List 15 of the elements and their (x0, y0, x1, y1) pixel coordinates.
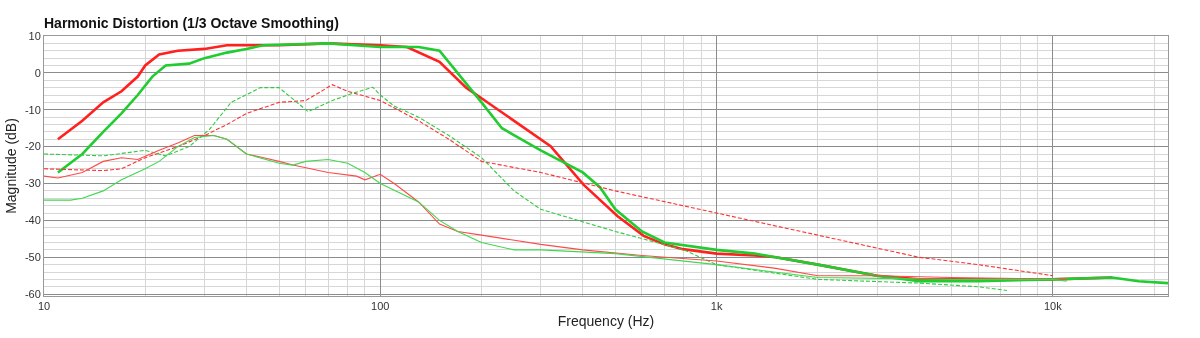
y-tick-label: -10 (24, 103, 41, 116)
x-tick-label: 100 (371, 300, 390, 313)
y-tick-label: 10 (28, 29, 41, 42)
x-tick-label: 10 (37, 300, 51, 313)
chart-title: Harmonic Distortion (1/3 Octave Smoothing) (44, 15, 339, 31)
y-tick-label: 0 (34, 66, 41, 79)
y-axis-title: Magnitude (dB) (3, 118, 20, 214)
y-tick-label: -20 (24, 140, 41, 153)
x-tick-label: 10k (1043, 300, 1063, 313)
x-tick-label: 1k (710, 300, 723, 313)
y-tick-label: -30 (24, 177, 41, 190)
y-tick-label: -50 (24, 251, 41, 264)
y-tick-label: -60 (24, 288, 41, 301)
y-tick-label: -40 (24, 214, 41, 227)
x-axis-title: Frequency (Hz) (557, 312, 655, 329)
